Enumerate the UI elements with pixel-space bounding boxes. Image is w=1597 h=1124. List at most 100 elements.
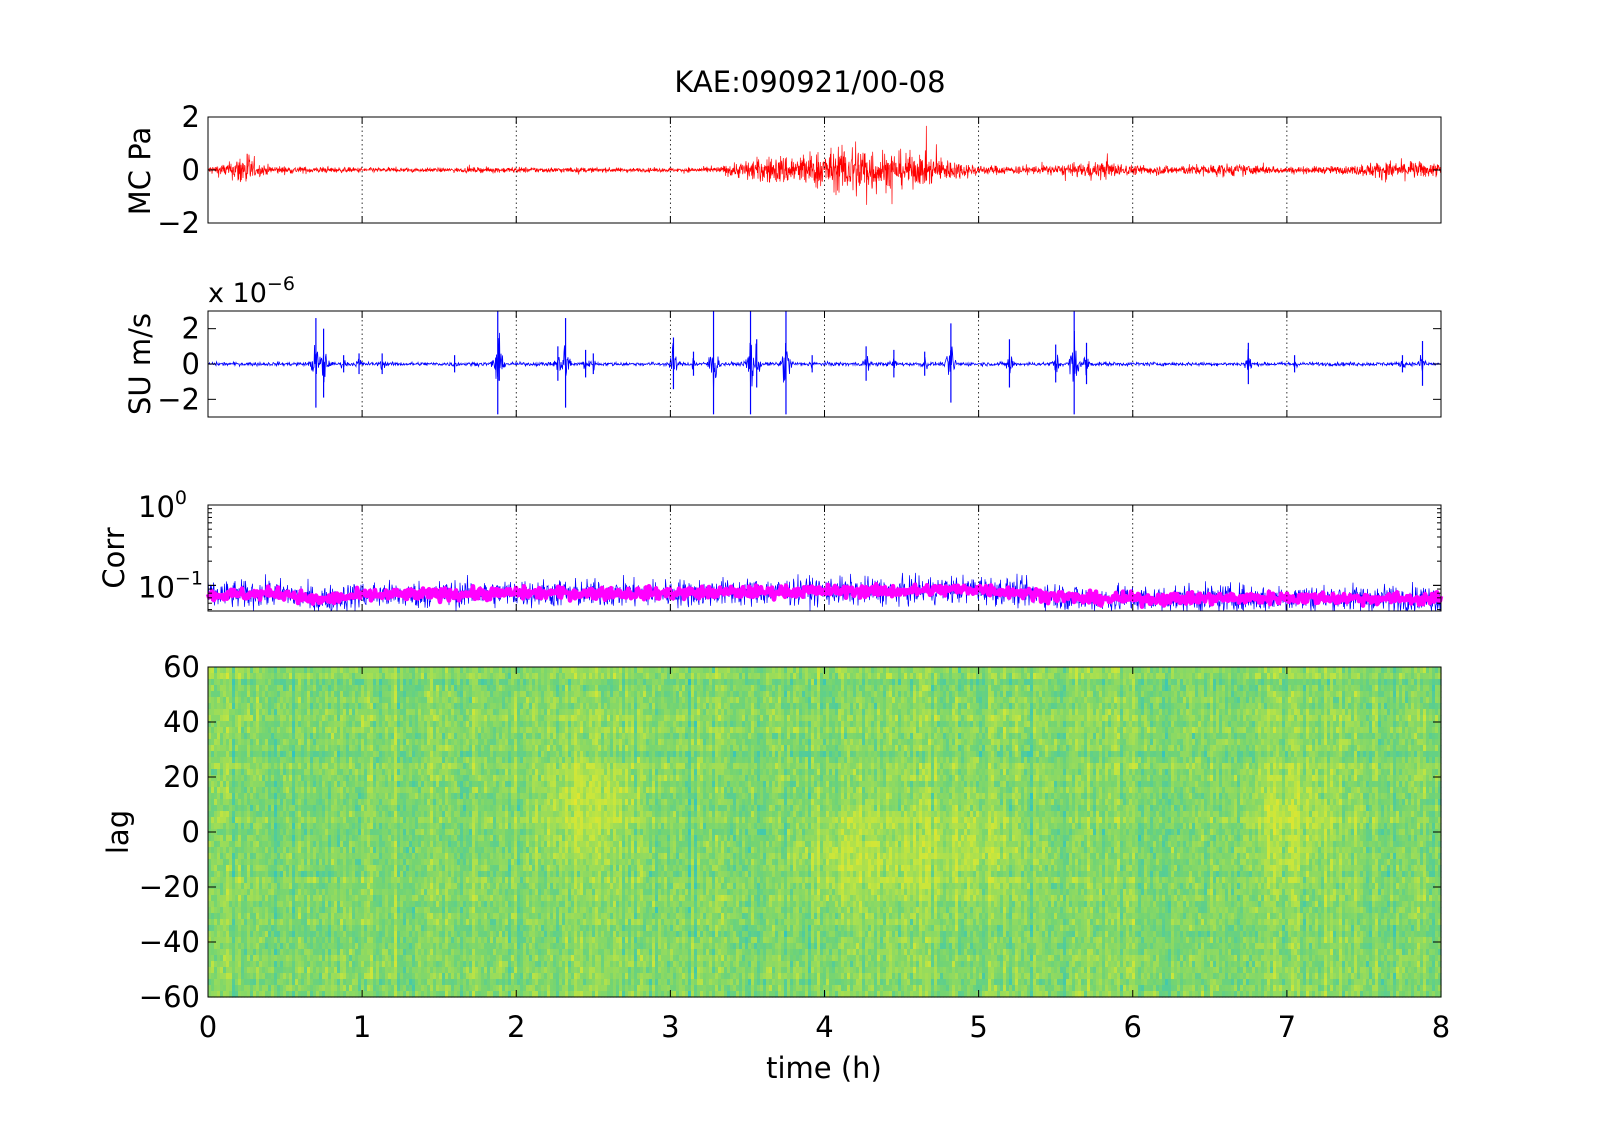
heatmap-cell xyxy=(217,883,221,890)
heatmap-cell xyxy=(244,955,248,962)
heatmap-cell xyxy=(259,817,263,824)
heatmap-cell xyxy=(271,991,275,998)
heatmap-cell xyxy=(226,709,230,716)
heatmap-cell xyxy=(211,985,215,992)
heatmap-cell xyxy=(217,787,221,794)
heatmap-cell xyxy=(259,685,263,692)
heatmap-cell xyxy=(265,931,269,938)
heatmap-cell xyxy=(235,931,239,938)
heatmap-cell xyxy=(250,937,254,944)
heatmap-cell xyxy=(259,919,263,926)
heatmap-cell xyxy=(235,847,239,854)
heatmap-cell xyxy=(211,949,215,956)
heatmap-cell xyxy=(274,937,278,944)
heatmap-cell xyxy=(232,835,236,842)
heatmap-cell xyxy=(229,697,233,704)
heatmap-cell xyxy=(265,817,269,824)
heatmap-cell xyxy=(217,901,221,908)
heatmap-cell xyxy=(247,691,251,698)
heatmap-cell xyxy=(232,799,236,806)
heatmap-cell xyxy=(268,685,272,692)
heatmap-cell xyxy=(247,883,251,890)
heatmap-cell xyxy=(235,691,239,698)
heatmap-cell xyxy=(208,745,212,752)
heatmap-cell xyxy=(265,979,269,986)
heatmap-cell xyxy=(214,835,218,842)
heatmap-cell xyxy=(232,787,236,794)
heatmap-cell xyxy=(268,985,272,992)
heatmap-cell xyxy=(208,889,212,896)
heatmap-cell xyxy=(241,793,245,800)
heatmap-cell xyxy=(235,877,239,884)
heatmap-cell xyxy=(265,715,269,722)
heatmap-cell xyxy=(223,919,227,926)
heatmap-cell xyxy=(220,781,224,788)
heatmap-cell xyxy=(232,679,236,686)
heatmap-cell xyxy=(226,853,230,860)
heatmap-cell xyxy=(223,781,227,788)
heatmap-cell xyxy=(274,727,278,734)
heatmap-cell xyxy=(220,865,224,872)
heatmap-cell xyxy=(220,991,224,998)
heatmap-cell xyxy=(238,787,242,794)
heatmap-cell xyxy=(220,949,224,956)
heatmap-cell xyxy=(211,781,215,788)
heatmap-cell xyxy=(238,877,242,884)
heatmap-cell xyxy=(208,931,212,938)
heatmap-cell xyxy=(244,961,248,968)
pressure-y-label: MC Pa xyxy=(123,127,157,215)
heatmap-cell xyxy=(250,979,254,986)
heatmap-cell xyxy=(268,913,272,920)
heatmap-cell xyxy=(235,679,239,686)
heatmap-cell xyxy=(244,781,248,788)
heatmap-cell xyxy=(214,985,218,992)
heatmap-cell xyxy=(232,841,236,848)
heatmap-cell xyxy=(262,805,266,812)
heatmap-cell xyxy=(265,889,269,896)
heatmap-cell xyxy=(226,805,230,812)
heatmap-cell xyxy=(229,733,233,740)
heatmap-cell xyxy=(244,937,248,944)
heatmap-cell xyxy=(229,751,233,758)
heatmap-cell xyxy=(214,721,218,728)
heatmap-cell xyxy=(271,709,275,716)
heatmap-cell xyxy=(211,931,215,938)
heatmap-cell xyxy=(223,733,227,740)
heatmap-cell xyxy=(256,991,260,998)
heatmap-cell xyxy=(232,859,236,866)
heatmap-cell xyxy=(274,817,278,824)
heatmap-cell xyxy=(247,859,251,866)
heatmap-cell xyxy=(259,865,263,872)
heatmap-cell xyxy=(250,733,254,740)
heatmap-cell xyxy=(247,715,251,722)
heatmap-cell xyxy=(208,793,212,800)
heatmap-cell xyxy=(265,973,269,980)
heatmap-cell xyxy=(256,925,260,932)
heatmap-cell xyxy=(241,907,245,914)
heatmap-cell xyxy=(226,925,230,932)
heatmap-cell xyxy=(259,691,263,698)
heatmap-cell xyxy=(208,751,212,758)
heatmap-cell xyxy=(238,871,242,878)
heatmap-cell xyxy=(271,895,275,902)
heatmap-cell xyxy=(244,727,248,734)
heatmap-cell xyxy=(262,715,266,722)
heatmap-cell xyxy=(232,721,236,728)
heatmap-cell xyxy=(244,847,248,854)
heatmap-cell xyxy=(274,673,278,680)
heatmap-cell xyxy=(241,931,245,938)
heatmap-cell xyxy=(238,991,242,998)
heatmap-cell xyxy=(256,889,260,896)
heatmap-cell xyxy=(247,979,251,986)
heatmap-cell xyxy=(217,793,221,800)
heatmap-cell xyxy=(262,979,266,986)
heatmap-cell xyxy=(217,781,221,788)
figure-title: KAE:090921/00-08 xyxy=(674,65,945,99)
heatmap-cell xyxy=(208,763,212,770)
heatmap-cell xyxy=(256,739,260,746)
heatmap-cell xyxy=(253,871,257,878)
heatmap-cell xyxy=(223,799,227,806)
heatmap-cell xyxy=(259,847,263,854)
heatmap-cell xyxy=(232,763,236,770)
heatmap-cell xyxy=(250,727,254,734)
